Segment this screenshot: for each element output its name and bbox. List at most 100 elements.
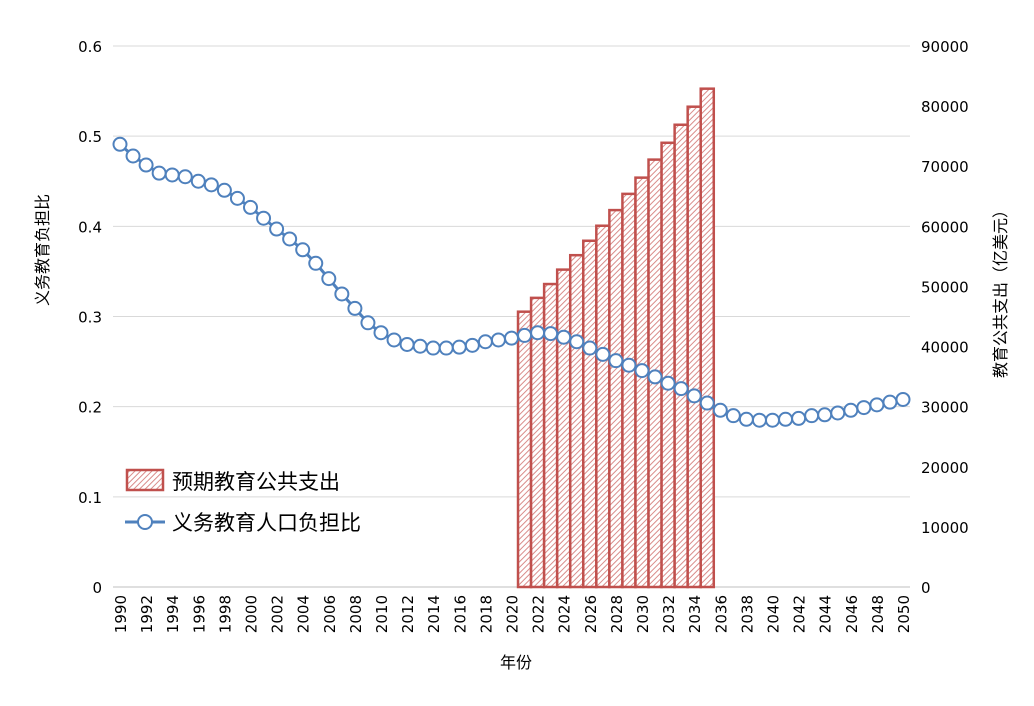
left-tick-label: 0.6 <box>78 38 102 56</box>
line-point <box>830 405 846 421</box>
line-point <box>477 334 493 350</box>
line-point <box>451 339 467 355</box>
x-tick-label: 2040 <box>765 595 783 633</box>
line-point <box>895 391 911 407</box>
x-tick-label: 1992 <box>138 595 156 633</box>
line-point <box>856 400 872 416</box>
line-point <box>595 346 611 362</box>
x-axis-title: 年份 <box>500 653 532 672</box>
x-tick-label: 1998 <box>216 595 234 633</box>
line-point <box>269 221 285 237</box>
line-point <box>308 255 324 271</box>
right-tick-label: 90000 <box>921 38 969 56</box>
line-point <box>256 210 272 226</box>
line-point <box>634 363 650 379</box>
line-point <box>582 340 598 356</box>
line-point <box>765 412 780 428</box>
x-tick-label: 2020 <box>504 595 522 633</box>
bar <box>595 224 611 589</box>
legend-line-marker <box>137 514 153 530</box>
x-tick-label: 2034 <box>686 595 704 633</box>
right-tick-label: 40000 <box>921 339 969 357</box>
x-tick-label: 2030 <box>634 595 652 633</box>
x-tick-label: 2012 <box>399 595 417 633</box>
line-point <box>386 332 402 348</box>
x-tick-label: 2026 <box>582 595 600 633</box>
right-tick-label: 10000 <box>921 519 969 537</box>
right-tick-label: 60000 <box>921 218 969 236</box>
legend-bar-label: 预期教育公共支出 <box>172 470 340 494</box>
x-tick-label: 2000 <box>243 595 261 633</box>
line-point <box>882 394 898 410</box>
left-axis-ticks: 0 0.1 0.2 0.3 0.4 0.5 0.6 <box>78 38 102 597</box>
bar <box>634 176 650 589</box>
line-point <box>177 169 193 185</box>
line-point <box>608 353 624 369</box>
line-point <box>360 315 376 331</box>
x-tick-label: 2010 <box>373 595 391 633</box>
x-tick-label: 2022 <box>530 595 548 633</box>
line-point <box>647 369 663 385</box>
line-point <box>373 325 389 341</box>
x-tick-label: 2008 <box>347 595 365 633</box>
line-point <box>699 395 715 411</box>
line-point <box>686 388 702 404</box>
line-point <box>438 340 454 356</box>
line-point <box>543 326 559 342</box>
x-tick-label: 2018 <box>477 595 495 633</box>
line-point <box>282 231 298 247</box>
x-tick-label: 2036 <box>712 595 730 633</box>
x-axis-ticks: 1990 1992 1994 1996 1998 2000 2002 2004 2006 2008… <box>112 595 913 633</box>
line-point <box>778 411 794 427</box>
x-tick-label: 2050 <box>895 595 913 633</box>
right-tick-label: 30000 <box>921 399 969 417</box>
bar <box>529 296 546 589</box>
line-point <box>138 157 154 173</box>
left-tick-label: 0 <box>92 579 102 597</box>
line-point <box>203 177 219 193</box>
line-point <box>530 325 546 341</box>
left-tick-label: 0.2 <box>78 399 102 417</box>
right-tick-label: 0 <box>921 579 931 597</box>
bar <box>608 208 624 589</box>
line-point <box>490 332 506 348</box>
line-point <box>725 408 741 424</box>
line-point <box>751 412 767 428</box>
x-tick-label: 2024 <box>556 595 574 633</box>
x-tick-label: 2044 <box>817 595 835 633</box>
x-tick-label: 2028 <box>608 595 626 633</box>
line-point <box>229 190 245 206</box>
left-tick-label: 0.1 <box>78 489 102 507</box>
x-tick-label: 2006 <box>321 595 339 633</box>
x-tick-label: 2016 <box>451 595 469 633</box>
x-tick-label: 2004 <box>295 595 313 633</box>
x-tick-label: 2032 <box>660 595 678 633</box>
line-series <box>112 136 911 428</box>
line-point <box>112 136 128 152</box>
line-point <box>295 242 311 258</box>
x-tick-label: 2042 <box>791 595 809 633</box>
x-tick-label: 2002 <box>269 595 287 633</box>
legend: 预期教育公共支出 义务教育人口负担比 <box>125 468 361 535</box>
legend-bar-swatch <box>125 468 165 492</box>
bar <box>686 105 702 589</box>
bar <box>699 87 716 589</box>
right-axis-ticks: 0 10000 20000 30000 40000 50000 60000 70000 8000… <box>921 38 969 597</box>
right-tick-label: 20000 <box>921 459 969 477</box>
x-tick-label: 2038 <box>738 595 756 633</box>
line-point <box>321 271 337 287</box>
legend-line-label: 义务教育人口负担比 <box>172 511 361 535</box>
left-tick-label: 0.3 <box>78 309 102 327</box>
bar <box>660 141 676 589</box>
right-tick-label: 50000 <box>921 278 969 296</box>
line-point <box>791 410 807 426</box>
line-point <box>817 407 833 423</box>
line-point <box>334 286 350 302</box>
bar <box>555 268 572 589</box>
bar <box>673 123 689 589</box>
line-point <box>804 408 820 424</box>
line-point <box>464 337 480 353</box>
right-axis-title: 教育公共支出（亿美元） <box>991 202 1010 378</box>
x-tick-label: 1990 <box>112 595 130 633</box>
